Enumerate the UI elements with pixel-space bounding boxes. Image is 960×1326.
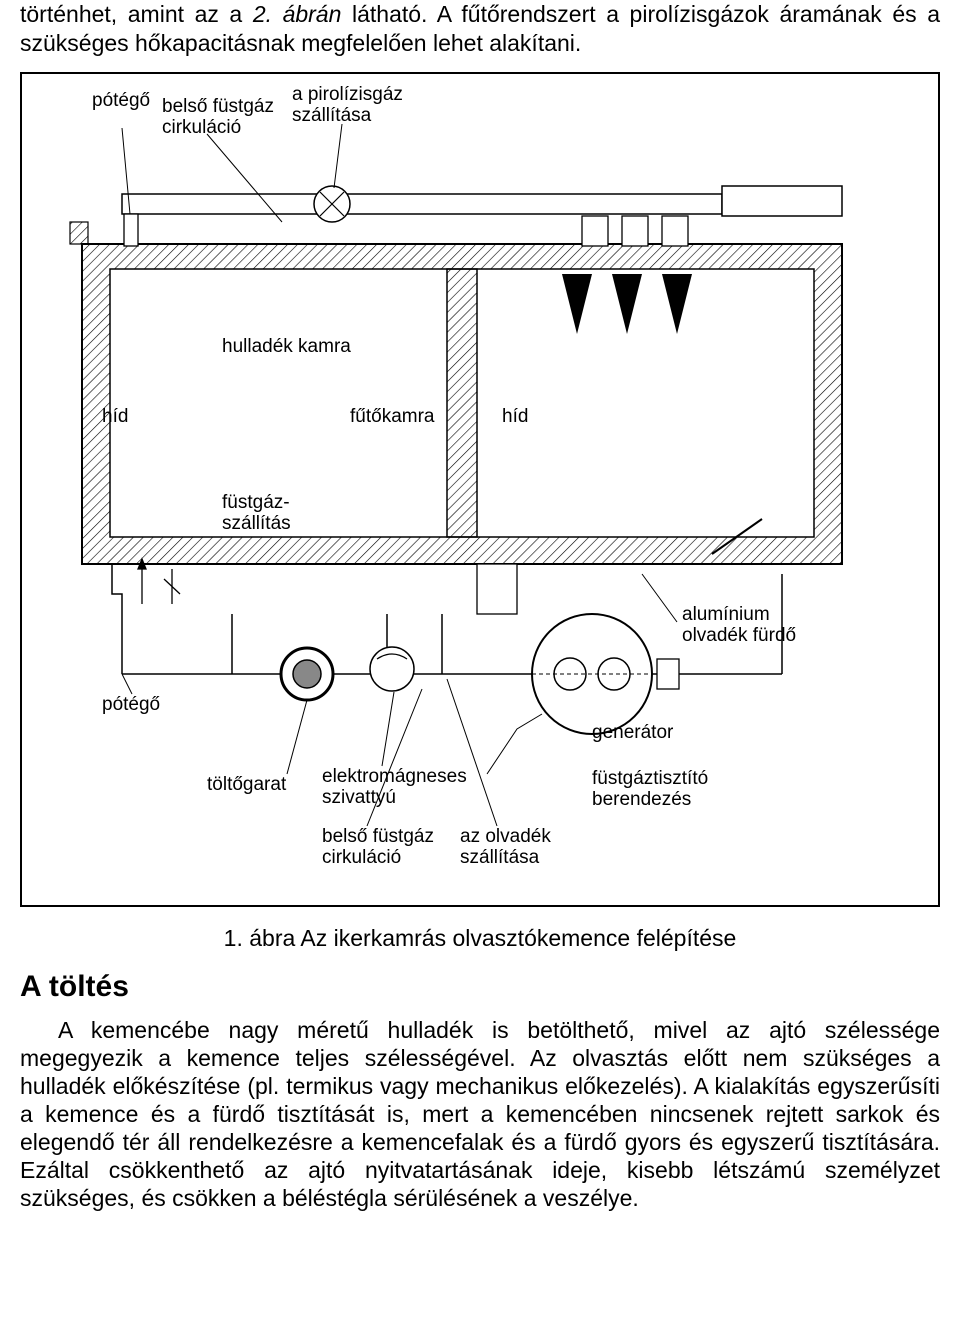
label-generator: generátor bbox=[592, 722, 673, 744]
label-potego-bottom: pótégő bbox=[102, 694, 160, 716]
label-hulladek: hulladék kamra bbox=[222, 336, 351, 358]
figure-caption: 1. ábra Az ikerkamrás olvasztókemence fe… bbox=[20, 925, 940, 952]
intro-prefix: történhet, amint az a bbox=[20, 1, 253, 27]
label-pirolizis: a pirolízisgáz szállítása bbox=[292, 84, 403, 128]
label-belso-top: belső füstgáz cirkuláció bbox=[162, 96, 274, 140]
label-potego-top: pótégő bbox=[92, 90, 150, 112]
intro-italic: 2. ábrán bbox=[253, 1, 342, 27]
body-paragraph: A kemencébe nagy méretű hulladék is betö… bbox=[20, 1016, 940, 1212]
label-hid-left: híd bbox=[102, 406, 128, 428]
label-fustgaz-szallitas: füstgáz- szállítás bbox=[222, 492, 291, 536]
label-olvadek: az olvadék szállítása bbox=[460, 826, 551, 870]
label-elektromagneses: elektromágneses szivattyú bbox=[322, 766, 467, 810]
label-aluminium: alumínium olvadék fürdő bbox=[682, 604, 796, 648]
figure-frame: pótégő belső füstgáz cirkuláció a pirolí… bbox=[20, 72, 940, 907]
label-futokamra: fűtőkamra bbox=[350, 406, 434, 428]
intro-paragraph: történhet, amint az a 2. ábrán látható. … bbox=[20, 0, 940, 58]
section-heading: A töltés bbox=[20, 970, 940, 1004]
label-fustgaztisztito: füstgáztisztító berendezés bbox=[592, 768, 708, 812]
label-belso-bottom: belső füstgáz cirkuláció bbox=[322, 826, 434, 870]
label-toltogarat: töltőgarat bbox=[207, 774, 286, 796]
label-hid-right: híd bbox=[502, 406, 528, 428]
